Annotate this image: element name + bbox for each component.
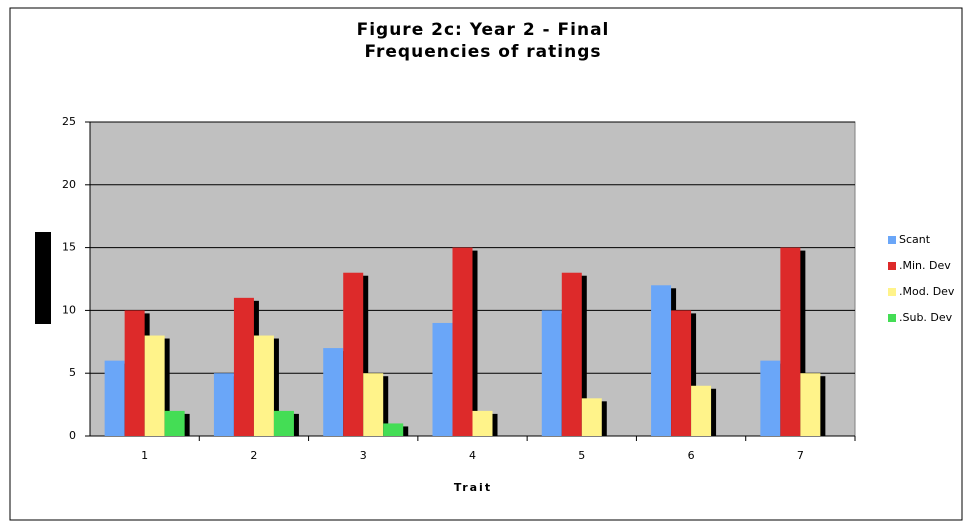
x-tick-label: 4 bbox=[469, 449, 476, 462]
legend-label: .Sub. Dev bbox=[899, 311, 953, 324]
x-tick-label: 3 bbox=[360, 449, 367, 462]
x-tick-label: 7 bbox=[797, 449, 804, 462]
x-tick-label: 2 bbox=[250, 449, 257, 462]
y-tick-label: 10 bbox=[62, 303, 76, 316]
bar bbox=[780, 247, 801, 436]
x-tick-label: 5 bbox=[578, 449, 585, 462]
bar bbox=[383, 423, 404, 436]
chart-title: Figure 2c: Year 2 - Final bbox=[357, 20, 610, 40]
bar bbox=[363, 373, 384, 436]
bar bbox=[323, 348, 344, 436]
legend-label: .Mod. Dev bbox=[899, 285, 955, 298]
bar bbox=[432, 322, 453, 436]
bar bbox=[651, 285, 672, 436]
y-tick-label: 20 bbox=[62, 178, 76, 191]
bar bbox=[691, 385, 712, 436]
x-tick-label: 1 bbox=[141, 449, 148, 462]
x-axis-title: Trait bbox=[454, 481, 492, 494]
bar bbox=[800, 373, 821, 436]
chart-title: Frequencies of ratings bbox=[364, 42, 601, 62]
bar bbox=[452, 247, 473, 436]
bar bbox=[164, 410, 185, 436]
legend-swatch bbox=[888, 262, 896, 270]
y-tick-label: 15 bbox=[62, 241, 76, 254]
bar bbox=[581, 398, 602, 436]
legend-swatch bbox=[888, 314, 896, 322]
bar bbox=[472, 410, 493, 436]
bar bbox=[541, 310, 562, 436]
bar bbox=[760, 360, 781, 436]
legend-swatch bbox=[888, 288, 896, 296]
y-tick-label: 0 bbox=[69, 429, 76, 442]
bar bbox=[671, 310, 692, 436]
bar bbox=[213, 373, 234, 436]
bar bbox=[273, 410, 294, 436]
y-tick-label: 5 bbox=[69, 366, 76, 379]
bar bbox=[104, 360, 125, 436]
bar bbox=[253, 335, 274, 436]
y-tick-label: 25 bbox=[62, 115, 76, 128]
x-tick-label: 6 bbox=[688, 449, 695, 462]
legend-label: Scant bbox=[899, 233, 931, 246]
bar bbox=[343, 272, 364, 436]
y-axis-title-box bbox=[35, 232, 51, 324]
legend-label: .Min. Dev bbox=[899, 259, 951, 272]
legend-swatch bbox=[888, 236, 896, 244]
bar bbox=[233, 297, 254, 436]
bar bbox=[124, 310, 145, 436]
bar bbox=[561, 272, 582, 436]
bar bbox=[144, 335, 165, 436]
